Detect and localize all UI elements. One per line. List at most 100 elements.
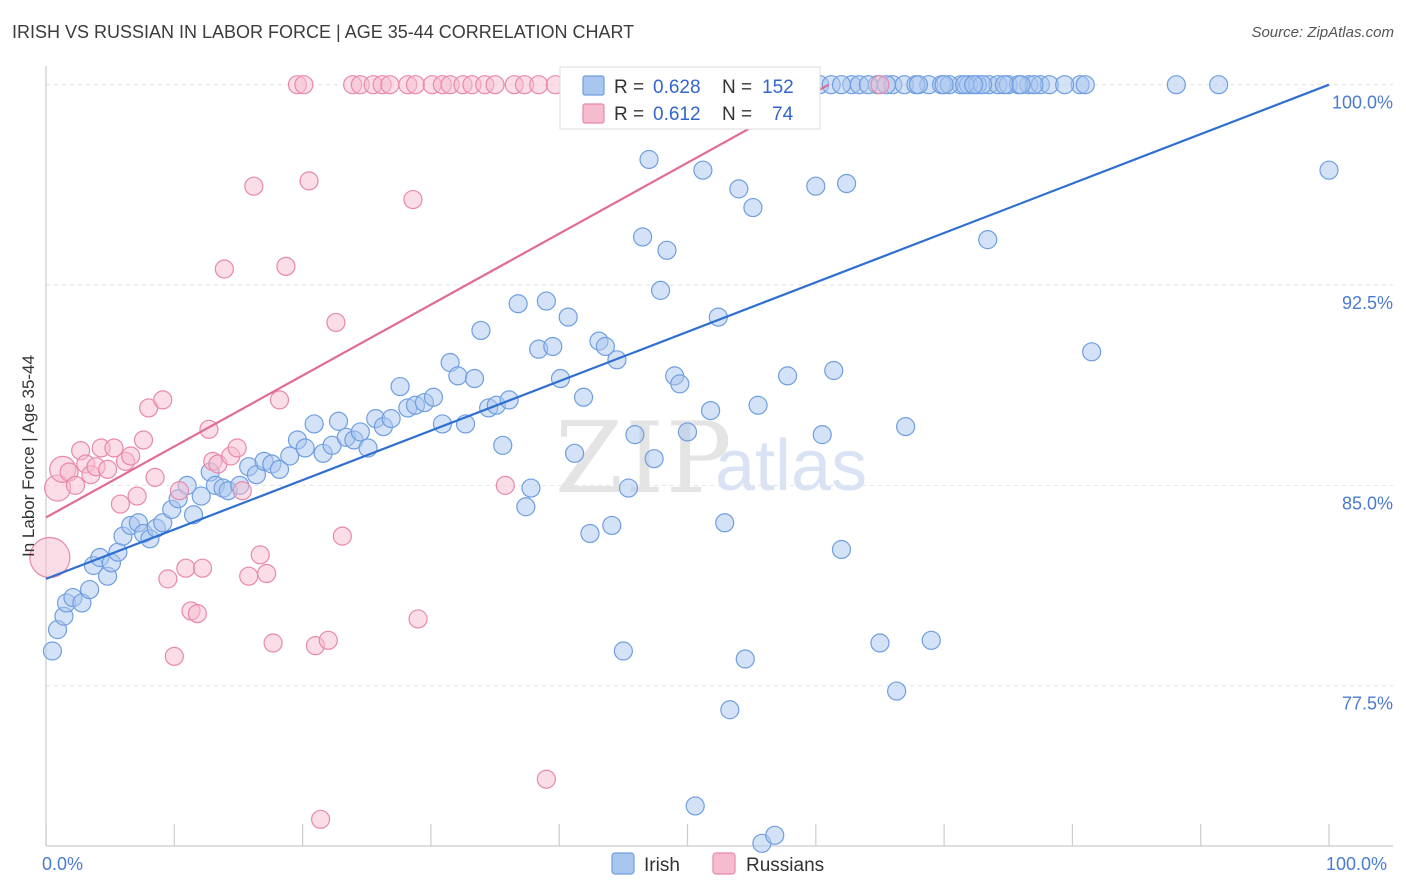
data-point-russians — [97, 459, 118, 479]
data-point-russians — [529, 75, 549, 95]
data-point-irish — [350, 422, 370, 442]
x-ticks — [45, 824, 1330, 846]
data-point-irish — [812, 425, 832, 445]
watermark: ZIP atlas — [555, 402, 867, 516]
y-axis-title: In Labor Force | Age 35-44 — [19, 355, 38, 557]
data-point-irish — [1055, 75, 1075, 95]
data-point-irish — [280, 446, 300, 466]
data-point-irish — [191, 486, 211, 506]
data-point-russians — [318, 630, 338, 650]
data-point-russians — [127, 486, 147, 506]
data-point-irish — [896, 417, 916, 437]
data-point-irish — [715, 513, 735, 533]
data-point-irish — [80, 579, 100, 600]
data-point-irish — [536, 291, 556, 311]
data-point-irish — [806, 176, 826, 196]
data-point-russians — [405, 75, 426, 95]
data-point-irish — [824, 360, 844, 381]
data-point-russians — [326, 312, 346, 333]
data-point-russians — [104, 438, 124, 458]
legend-r-label-russians: R = — [614, 104, 644, 125]
grid-lines — [46, 84, 1393, 687]
data-point-irish — [564, 443, 585, 463]
y-tick-labels: 77.5% 85.0% 92.5% 100.0% — [1332, 93, 1393, 714]
data-point-russians — [403, 189, 423, 210]
data-point-irish — [670, 374, 690, 394]
bottom-legend-swatch-russians — [712, 852, 736, 875]
data-point-irish — [632, 227, 653, 247]
data-point-irish — [516, 497, 536, 517]
data-point-irish — [423, 387, 444, 407]
data-point-russians — [276, 256, 296, 276]
data-point-irish — [390, 376, 410, 397]
data-point-russians — [332, 526, 352, 546]
data-point-russians — [380, 75, 400, 95]
data-point-irish — [777, 366, 798, 386]
data-point-irish — [693, 160, 713, 180]
data-point-irish — [978, 230, 998, 250]
data-point-irish — [887, 681, 907, 701]
data-point-irish — [618, 478, 639, 498]
y-tick-label: 92.5% — [1342, 293, 1393, 313]
x-tick-label-min: 0.0% — [42, 854, 83, 874]
watermark-atlas: atlas — [715, 426, 867, 506]
data-point-irish — [1011, 75, 1031, 95]
data-point-irish — [729, 179, 749, 199]
legend-n-value-irish: 152 — [762, 77, 794, 98]
watermark-zip: ZIP — [555, 402, 734, 516]
data-point-russians — [250, 545, 270, 565]
data-point-irish — [639, 149, 659, 170]
data-point-russians — [227, 438, 247, 458]
data-point-irish — [934, 75, 954, 95]
data-point-russians — [192, 558, 213, 578]
data-point-irish — [831, 539, 852, 560]
y-tick-label: 77.5% — [1342, 694, 1393, 714]
data-point-irish — [964, 75, 984, 95]
legend-swatch-irish — [582, 75, 605, 96]
data-point-irish — [464, 368, 485, 389]
data-point-russians — [214, 259, 234, 279]
data-point-irish — [644, 449, 664, 469]
data-point-russians — [110, 494, 131, 514]
data-point-russians — [263, 633, 283, 653]
data-point-irish — [836, 173, 857, 194]
axes — [45, 66, 1393, 847]
y-tick-label: 100.0% — [1332, 93, 1393, 113]
data-point-irish — [602, 515, 622, 536]
data-point-irish — [493, 435, 513, 455]
series-irish-points — [42, 75, 1339, 853]
data-point-irish — [448, 366, 468, 386]
data-point-russians — [187, 604, 207, 624]
trend-line-russians — [45, 83, 830, 519]
data-point-russians — [310, 809, 331, 829]
data-point-irish — [595, 336, 615, 357]
data-point-irish — [381, 409, 401, 429]
data-point-russians — [65, 475, 86, 495]
legend-r-label-irish: R = — [614, 77, 644, 98]
data-point-irish — [700, 400, 721, 421]
data-point-russians — [121, 446, 141, 466]
data-point-irish — [328, 411, 349, 431]
data-point-irish — [1166, 75, 1186, 95]
legend-swatch-russians — [582, 103, 605, 124]
data-point-irish — [921, 630, 941, 650]
y-tick-label: 85.0% — [1342, 493, 1393, 513]
data-point-irish — [543, 336, 563, 357]
series-russians-points — [29, 75, 890, 829]
data-point-irish — [153, 513, 173, 533]
bottom-legend-label-russians: Russians — [746, 855, 824, 876]
data-point-russians — [495, 475, 515, 495]
source-credit: Source: ZipAtlas.com — [1251, 24, 1394, 41]
data-point-irish — [508, 294, 528, 314]
data-point-irish — [625, 425, 645, 445]
x-tick-labels: 0.0% 100.0% — [42, 854, 1387, 874]
legend-box: R = 0.628 N = 152 R = 0.612 N = 74 — [559, 66, 821, 130]
data-point-irish — [685, 796, 705, 816]
data-point-russians — [269, 390, 290, 410]
data-point-russians — [294, 75, 314, 95]
data-point-irish — [994, 75, 1015, 95]
legend-r-value-russians: 0.612 — [653, 104, 701, 125]
data-point-russians — [239, 566, 259, 586]
data-point-irish — [748, 395, 768, 415]
